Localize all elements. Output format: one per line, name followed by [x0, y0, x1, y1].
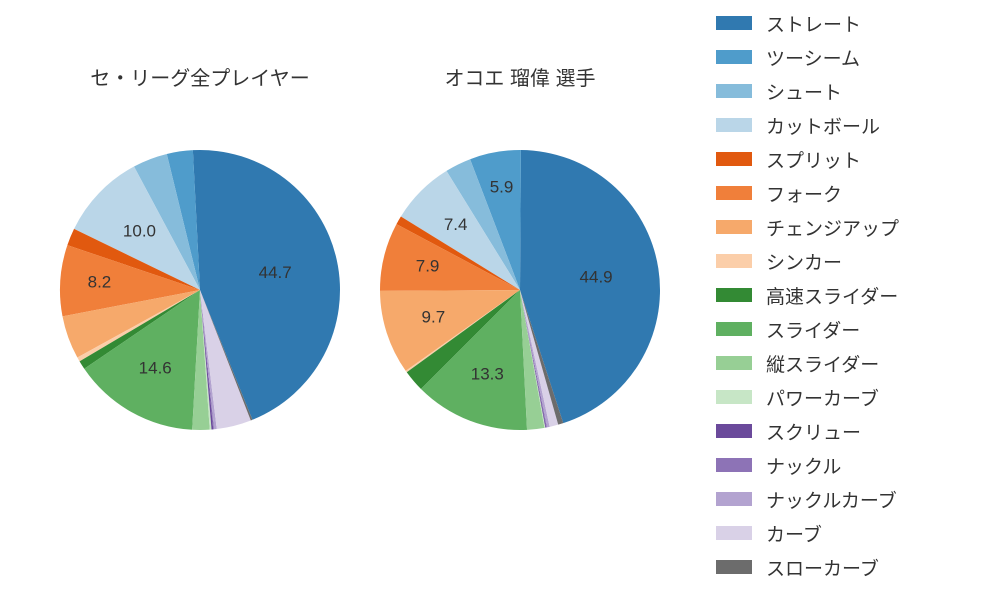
pie-slice-label: 10.0: [123, 221, 156, 240]
legend-label: 高速スライダー: [766, 282, 898, 309]
pie-slice-label: 9.7: [422, 307, 446, 326]
legend-label: カーブ: [766, 520, 822, 547]
pie-slice-label: 14.6: [139, 359, 172, 378]
pie-title: セ・リーグ全プレイヤー: [90, 67, 309, 90]
legend-item: チェンジアップ: [716, 210, 988, 244]
legend-item: フォーク: [716, 176, 988, 210]
legend-item: スローカーブ: [716, 550, 988, 584]
pie-slice-label: 44.9: [580, 268, 613, 287]
legend-item: パワーカーブ: [716, 380, 988, 414]
legend-item: ナックル: [716, 448, 988, 482]
legend-item: カットボール: [716, 108, 988, 142]
legend-item: シュート: [716, 74, 988, 108]
legend-label: パワーカーブ: [766, 384, 879, 411]
legend-label: カットボール: [766, 112, 880, 139]
legend-swatch: [716, 186, 752, 200]
legend-item: カーブ: [716, 516, 988, 550]
legend-swatch: [716, 390, 752, 404]
legend-swatch: [716, 492, 752, 506]
legend-swatch: [716, 458, 752, 472]
legend-swatch: [716, 356, 752, 370]
legend-item: 高速スライダー: [716, 278, 988, 312]
legend-swatch: [716, 560, 752, 574]
legend-label: スプリット: [766, 146, 861, 173]
legend-item: スクリュー: [716, 414, 988, 448]
pie-title: オコエ 瑠偉 選手: [444, 67, 595, 90]
legend-label: スローカーブ: [766, 554, 879, 581]
legend-item: ナックルカーブ: [716, 482, 988, 516]
legend-label: スクリュー: [766, 418, 861, 445]
legend-swatch: [716, 288, 752, 302]
legend-item: シンカー: [716, 244, 988, 278]
legend-label: ツーシーム: [766, 44, 860, 71]
chart-root: セ・リーグ全プレイヤー 44.7 10.0 8.2 14.6 オコエ 瑠偉 選手 44.9 5…: [0, 0, 1000, 600]
legend-label: フォーク: [766, 180, 842, 207]
legend-swatch: [716, 118, 752, 132]
pie-charts-area: セ・リーグ全プレイヤー 44.7 10.0 8.2 14.6 オコエ 瑠偉 選手 44.9 5…: [0, 0, 700, 600]
legend-swatch: [716, 84, 752, 98]
legend-item: スライダー: [716, 312, 988, 346]
legend-label: チェンジアップ: [766, 214, 899, 241]
legend-swatch: [716, 220, 752, 234]
legend-swatch: [716, 254, 752, 268]
legend: ストレートツーシームシュートカットボールスプリットフォークチェンジアップシンカー…: [708, 0, 988, 600]
legend-item: スプリット: [716, 142, 988, 176]
legend-label: シンカー: [766, 248, 842, 275]
legend-swatch: [716, 526, 752, 540]
pie-slice-label: 8.2: [88, 273, 112, 292]
pie-slice-label: 7.9: [416, 257, 440, 276]
pie-slice-label: 13.3: [471, 364, 504, 383]
legend-item: 縦スライダー: [716, 346, 988, 380]
legend-label: ストレート: [766, 10, 861, 37]
legend-swatch: [716, 152, 752, 166]
legend-swatch: [716, 50, 752, 64]
pie-svg: セ・リーグ全プレイヤー 44.7 10.0 8.2 14.6 オコエ 瑠偉 選手 44.9 5…: [0, 0, 700, 600]
legend-item: ストレート: [716, 6, 988, 40]
legend-item: ツーシーム: [716, 40, 988, 74]
legend-swatch: [716, 322, 752, 336]
legend-swatch: [716, 16, 752, 30]
pie-slice-label: 5.9: [490, 178, 514, 197]
pie-slice-label: 7.4: [444, 215, 468, 234]
legend-swatch: [716, 424, 752, 438]
pie-slice-label: 44.7: [259, 263, 292, 282]
legend-label: ナックルカーブ: [766, 486, 897, 513]
legend-label: スライダー: [766, 316, 860, 343]
legend-label: 縦スライダー: [766, 350, 879, 377]
legend-label: ナックル: [766, 452, 841, 479]
legend-label: シュート: [766, 78, 842, 105]
